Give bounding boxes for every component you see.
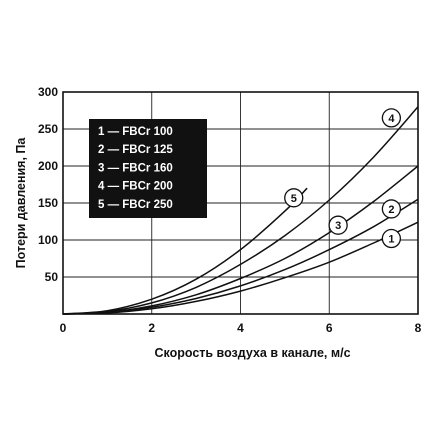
- legend-entry: 3 — FBCr 160: [98, 162, 173, 174]
- series-curves: [62, 106, 419, 315]
- x-tick-label: 8: [415, 321, 422, 335]
- series-line-4: [62, 106, 419, 315]
- series-line-3: [62, 165, 419, 315]
- series-line-5: [62, 187, 308, 315]
- x-axis-label: Скорость воздуха в канале, м/с: [154, 346, 350, 360]
- legend-box: [89, 119, 207, 218]
- curve-marker-label-2: 2: [388, 204, 394, 216]
- x-tick-label: 0: [60, 321, 67, 335]
- curve-marker-label-4: 4: [388, 113, 395, 125]
- y-tick-label: 300: [38, 85, 58, 99]
- curve-marker-label-1: 1: [388, 234, 394, 246]
- plot-frame: [62, 91, 419, 315]
- x-tick-label: 2: [148, 321, 155, 335]
- legend-entry: 1 — FBCr 100: [98, 126, 173, 138]
- y-tick-label: 50: [45, 270, 59, 284]
- legend-entry: 2 — FBCr 125: [98, 144, 173, 156]
- x-tick-label: 6: [326, 321, 333, 335]
- curve-markers: 1 2 3 4 5: [284, 108, 402, 249]
- curve-marker-circle-5: [284, 188, 304, 208]
- legend: 1 — FBCr 100 2 — FBCr 125 3 — FBCr 160 4 — …: [89, 119, 207, 218]
- y-tick-label: 150: [38, 196, 58, 210]
- curve-marker-label-3: 3: [335, 220, 341, 232]
- legend-entry: 4 — FBCr 200: [98, 181, 173, 193]
- axis-tick-labels: 0 2 4 6 8 50 100 150 200 250 300: [38, 85, 422, 335]
- curve-marker-circle-2: [381, 199, 402, 219]
- curve-marker-label-5: 5: [291, 193, 297, 205]
- curve-marker-circle-4: [381, 108, 402, 128]
- y-axis-label: Потери давления, Па: [14, 137, 28, 269]
- x-tick-label: 4: [237, 321, 244, 335]
- legend-entry: 5 — FBCr 250: [98, 199, 173, 211]
- curve-marker-circle-3: [328, 215, 348, 235]
- y-tick-label: 250: [38, 122, 58, 136]
- y-tick-label: 100: [38, 233, 58, 247]
- y-tick-label: 200: [38, 159, 58, 173]
- curve-marker-circle-1: [381, 228, 402, 249]
